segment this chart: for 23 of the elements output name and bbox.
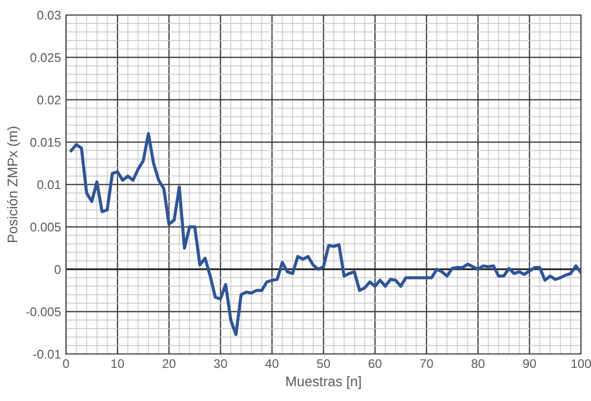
y-tick-label: 0.015 (30, 138, 61, 147)
x-tick-label: 0 (63, 359, 69, 368)
y-tick-label: -0.01 (33, 350, 61, 359)
x-tick-label: 90 (523, 359, 536, 368)
x-tick-label: 30 (214, 359, 227, 368)
line-series (70, 132, 581, 336)
y-tick-label: -0.005 (26, 307, 61, 316)
y-tick-label: 0.01 (37, 180, 61, 190)
y-tick-label: 0.025 (30, 53, 61, 62)
x-tick-label: 50 (317, 359, 330, 368)
x-tick-label: 100 (572, 359, 591, 368)
x-axis-title: Muestras [n] (286, 376, 361, 390)
x-tick-label: 10 (112, 359, 124, 368)
x-tick-label: 70 (420, 359, 433, 368)
x-tick-label: 20 (162, 359, 176, 368)
x-tick-label: 60 (368, 359, 382, 368)
y-tick-label: 0 (54, 265, 61, 274)
y-tick-label: 0.03 (37, 10, 61, 20)
y-tick-label: 0.005 (30, 222, 61, 232)
x-tick-label: 80 (472, 359, 484, 368)
y-axis-title: Posición ZMPx (m) (7, 126, 20, 242)
x-tick-label: 40 (265, 359, 278, 368)
y-tick-label: 0.02 (37, 96, 61, 104)
